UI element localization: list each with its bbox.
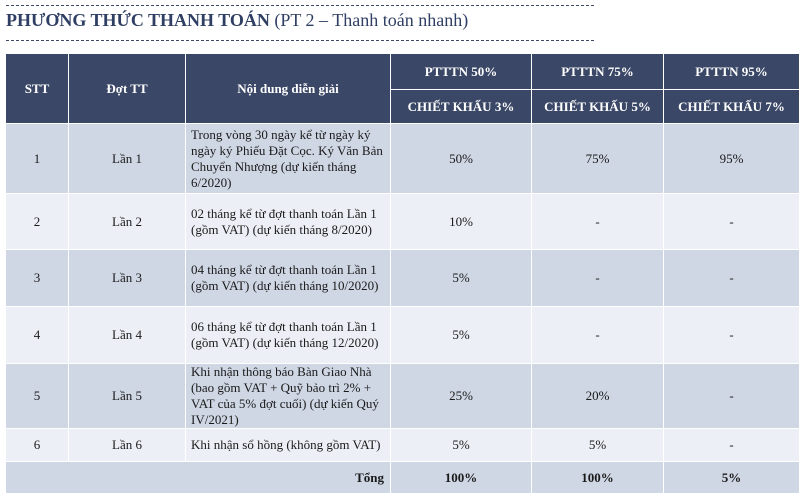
- cell-dot: Lần 5: [68, 363, 186, 429]
- header-chiet-khau-5: CHIẾT KHẤU 5%: [531, 89, 664, 124]
- total-pttn-75: 100%: [531, 461, 664, 494]
- cell-pttn-75: 5%: [531, 428, 664, 462]
- cell-pttn-95: 95%: [663, 123, 800, 194]
- cell-pttn-95: -: [663, 249, 800, 307]
- table-row: 1 Lần 1 Trong vòng 30 ngày kể từ ngày ký…: [5, 123, 800, 194]
- cell-dot: Lần 1: [68, 123, 186, 194]
- cell-pttn-50: 25%: [390, 363, 532, 429]
- cell-stt: 5: [5, 363, 69, 429]
- cell-pttn-50: 5%: [390, 306, 532, 364]
- header-dot-tt: Đợt TT: [68, 53, 186, 124]
- cell-dot: Lần 3: [68, 249, 186, 307]
- cell-desc: 04 tháng kể từ đợt thanh toán Lần 1 (gồm…: [185, 249, 391, 307]
- cell-stt: 1: [5, 123, 69, 194]
- cell-pttn-95: -: [663, 306, 800, 364]
- total-pttn-95: 5%: [663, 461, 800, 494]
- cell-stt: 3: [5, 249, 69, 307]
- cell-pttn-95: -: [663, 428, 800, 462]
- bottom-dashed-rule: [6, 40, 594, 41]
- cell-pttn-50: 50%: [390, 123, 532, 194]
- cell-desc: Khi nhận sổ hồng (không gồm VAT): [185, 428, 391, 462]
- header-pttn-50: PTTTN 50%: [390, 53, 532, 90]
- header-chiet-khau-3: CHIẾT KHẤU 3%: [390, 89, 532, 124]
- header-stt: STT: [5, 53, 69, 124]
- cell-pttn-50: 5%: [390, 249, 532, 307]
- header-noi-dung: Nội dung diễn giải: [185, 53, 391, 124]
- cell-desc: Trong vòng 30 ngày kể từ ngày ký ngày ký…: [185, 123, 391, 194]
- cell-dot: Lần 2: [68, 193, 186, 250]
- payment-schedule-table: STT Đợt TT Nội dung diễn giải PTTTN 50% …: [5, 53, 800, 494]
- cell-pttn-75: 75%: [531, 123, 664, 194]
- cell-pttn-75: -: [531, 306, 664, 364]
- cell-stt: 4: [5, 306, 69, 364]
- total-pttn-50: 100%: [390, 461, 532, 494]
- table-row: 2 Lần 2 02 tháng kể từ đợt thanh toán Lầ…: [5, 193, 800, 250]
- header-chiet-khau-7: CHIẾT KHẤU 7%: [663, 89, 800, 124]
- cell-pttn-75: -: [531, 249, 664, 307]
- header-pttn-95: PTTTN 95%: [663, 53, 800, 90]
- page-title: PHƯƠNG THỨC THANH TOÁN (PT 2 – Thanh toá…: [6, 10, 468, 31]
- cell-pttn-75: 20%: [531, 363, 664, 429]
- cell-pttn-95: -: [663, 363, 800, 429]
- table-row: 4 Lần 4 06 tháng kể từ đợt thanh toán Lầ…: [5, 306, 800, 364]
- cell-pttn-50: 10%: [390, 193, 532, 250]
- cell-desc: Khi nhận thông báo Bàn Giao Nhà (bao gồm…: [185, 363, 391, 429]
- table-row: 5 Lần 5 Khi nhận thông báo Bàn Giao Nhà …: [5, 363, 800, 429]
- cell-pttn-95: -: [663, 193, 800, 250]
- cell-desc: 06 tháng kể từ đợt thanh toán Lần 1 (gồm…: [185, 306, 391, 364]
- total-row: Tổng 100% 100% 5%: [5, 461, 800, 494]
- table-row: 3 Lần 3 04 tháng kể từ đợt thanh toán Lầ…: [5, 249, 800, 307]
- cell-dot: Lần 6: [68, 428, 186, 462]
- cell-stt: 6: [5, 428, 69, 462]
- total-label: Tổng: [5, 461, 391, 494]
- top-dashed-rule: [6, 5, 594, 6]
- cell-desc: 02 tháng kể từ đợt thanh toán Lần 1 (gồm…: [185, 193, 391, 250]
- header-pttn-75: PTTTN 75%: [531, 53, 664, 90]
- cell-pttn-75: -: [531, 193, 664, 250]
- page-title-subtitle: (PT 2 – Thanh toán nhanh): [274, 10, 469, 30]
- page-title-main: PHƯƠNG THỨC THANH TOÁN: [6, 10, 270, 30]
- cell-dot: Lần 4: [68, 306, 186, 364]
- cell-stt: 2: [5, 193, 69, 250]
- table-row: 6 Lần 6 Khi nhận sổ hồng (không gồm VAT)…: [5, 428, 800, 462]
- cell-pttn-50: 5%: [390, 428, 532, 462]
